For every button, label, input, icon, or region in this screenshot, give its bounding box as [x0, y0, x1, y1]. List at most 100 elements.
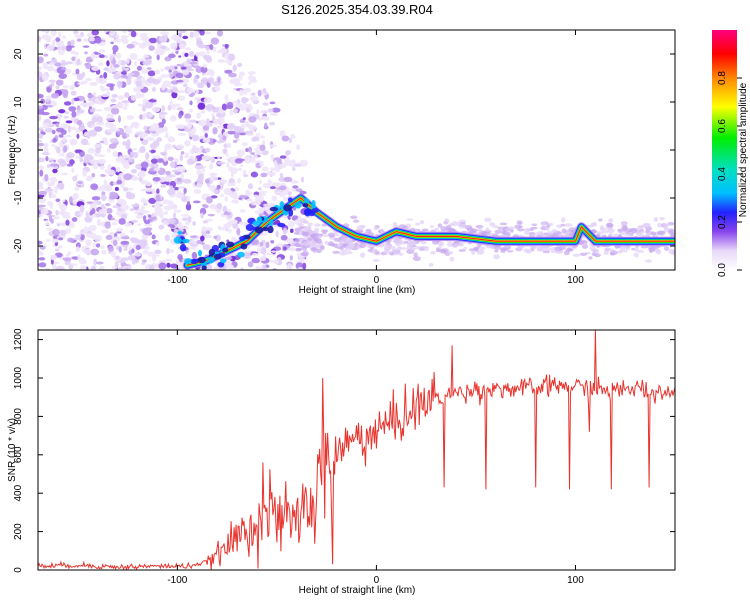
noise-speck — [118, 218, 126, 225]
halo-speck — [589, 246, 596, 252]
noise-speck — [183, 61, 188, 67]
noise-speck — [120, 236, 130, 240]
noise-speck — [282, 227, 288, 235]
noise-speck — [249, 124, 257, 132]
spectrogram-x-axis-label: Height of straight line (km) — [299, 285, 416, 296]
noise-speck — [126, 77, 132, 85]
noise-speck — [62, 257, 72, 262]
noise-speck — [71, 217, 78, 222]
noise-speck — [165, 258, 173, 262]
noise-speck — [115, 255, 120, 261]
noise-speck — [151, 234, 156, 240]
noise-speck — [40, 209, 49, 215]
noise-speck — [46, 35, 53, 39]
noise-speck — [201, 155, 211, 161]
noise-speck — [95, 121, 105, 126]
noise-speck — [150, 142, 158, 150]
noise-speck — [82, 71, 86, 78]
noise-speck — [175, 144, 185, 150]
noise-speck — [160, 45, 167, 50]
noise-speck — [65, 135, 72, 138]
noise-speck — [62, 136, 66, 142]
noise-speck — [155, 194, 161, 202]
noise-speck — [228, 53, 236, 61]
noise-speck — [242, 169, 247, 175]
noise-speck — [85, 62, 92, 70]
noise-speck — [177, 261, 185, 269]
track-blob — [256, 216, 263, 224]
noise-speck — [248, 82, 252, 85]
noise-speck — [137, 103, 144, 107]
noise-speck — [71, 167, 75, 173]
halo-speck — [327, 232, 336, 237]
noise-speck — [85, 60, 93, 63]
noise-speck — [170, 115, 177, 122]
noise-speck — [261, 239, 266, 243]
colorbar-label: Normalized spectral amplitude — [738, 82, 749, 217]
noise-speck — [201, 226, 207, 232]
track-blob — [308, 210, 316, 217]
noise-speck — [251, 257, 261, 264]
halo-speck — [586, 224, 594, 228]
noise-speck — [242, 117, 246, 120]
halo-speck — [350, 215, 358, 220]
noise-speck — [136, 214, 144, 219]
noise-speck — [195, 37, 202, 43]
noise-speck — [158, 224, 165, 230]
noise-speck — [58, 31, 62, 38]
noise-speck — [268, 171, 276, 177]
noise-speck — [38, 35, 42, 43]
noise-speck — [163, 205, 172, 211]
noise-speck — [123, 125, 127, 129]
noise-speck — [89, 82, 98, 87]
noise-speck — [116, 80, 123, 88]
noise-speck — [75, 51, 79, 56]
noise-speck — [131, 168, 138, 174]
noise-speck — [214, 189, 219, 194]
noise-speck — [58, 210, 68, 216]
noise-speck — [236, 149, 245, 157]
halo-speck — [421, 228, 429, 232]
noise-speck — [269, 112, 279, 116]
noise-speck — [126, 115, 134, 120]
noise-speck — [161, 105, 165, 112]
noise-speck — [270, 240, 275, 244]
noise-speck — [216, 202, 223, 210]
noise-speck — [153, 167, 161, 171]
noise-speck — [66, 152, 75, 159]
noise-speck — [189, 148, 196, 155]
noise-speck — [151, 106, 161, 113]
noise-speck — [96, 218, 101, 227]
noise-speck — [123, 173, 133, 181]
noise-speck — [40, 30, 49, 33]
noise-speck — [202, 137, 211, 143]
noise-speck — [117, 266, 126, 270]
noise-speck — [167, 188, 176, 196]
noise-speck — [200, 66, 208, 73]
noise-speck — [169, 100, 174, 107]
noise-speck — [87, 147, 96, 154]
noise-speck — [153, 263, 160, 268]
halo-speck — [536, 246, 543, 251]
noise-speck — [148, 113, 154, 117]
noise-speck — [205, 31, 212, 35]
noise-speck — [195, 66, 203, 74]
noise-speck — [286, 263, 293, 270]
noise-speck — [202, 244, 211, 251]
noise-speck — [98, 49, 106, 53]
halo-speck — [315, 238, 323, 244]
noise-speck — [150, 149, 156, 154]
colorbar-tick-label: 0.6 — [717, 119, 728, 133]
noise-speck — [141, 261, 146, 265]
noise-speck — [87, 94, 94, 99]
noise-speck — [63, 116, 69, 119]
noise-speck — [172, 103, 176, 111]
noise-speck — [82, 260, 87, 265]
noise-speck — [184, 113, 192, 120]
noise-speck — [61, 222, 67, 227]
halo-speck — [494, 229, 502, 234]
halo-speck — [311, 242, 317, 246]
noise-speck — [144, 130, 151, 134]
colorbar: 0.0 0.2 0.4 0.6 0.8 Normalized spectral ampl… — [712, 30, 749, 277]
noise-speck — [38, 66, 43, 71]
